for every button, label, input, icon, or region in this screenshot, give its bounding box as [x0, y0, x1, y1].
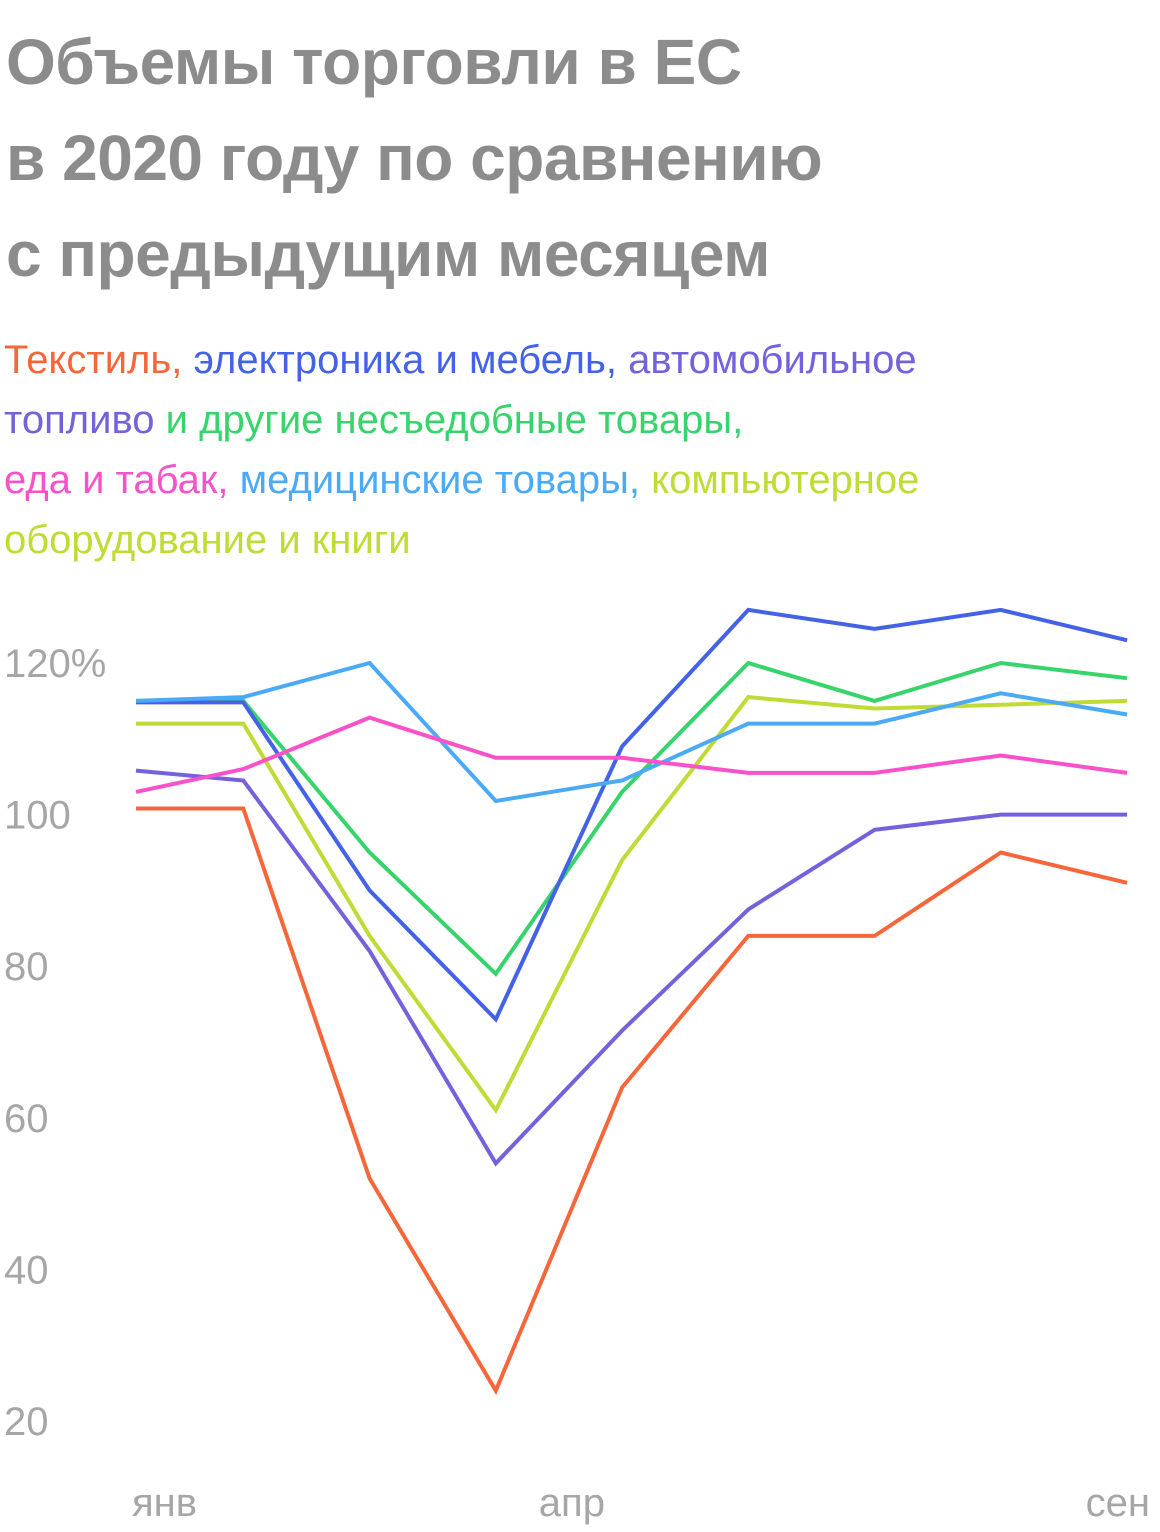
legend-item-automotive-fuel-part2: топливо	[4, 398, 155, 442]
series-line-1	[135, 768, 1128, 1167]
legend-separator: ,	[605, 338, 629, 382]
legend-separator: ,	[217, 458, 240, 502]
legend-item-electronics-furniture: электроника и мебель	[193, 338, 606, 382]
chart-title: Объемы торговли в ЕС в 2020 году по срав…	[6, 14, 823, 302]
legend-item-computer-books-part1: компьютерное	[651, 458, 920, 502]
legend-item-medical-goods: медицинские товары	[239, 458, 629, 502]
chart-legend: Текстиль, электроника и мебель, автомоби…	[4, 330, 1154, 570]
series-line-0	[136, 806, 1128, 1396]
legend-item-automotive-fuel-part1: автомобильное	[628, 338, 917, 382]
y-tick-label: 120%	[4, 642, 106, 686]
title-line-3: с предыдущим месяцем	[6, 218, 770, 290]
y-tick-label: 80	[4, 945, 49, 989]
title-line-2: в 2020 году по сравнению	[6, 122, 823, 194]
x-tick-label: сен	[1086, 1481, 1150, 1525]
legend-item-other-non-food: и другие несъедобные товары	[165, 398, 733, 442]
x-tick-label: янв	[132, 1481, 197, 1525]
y-tick-label: 40	[4, 1248, 49, 1292]
y-tick-label: 100	[4, 794, 71, 838]
x-tick-label: апр	[539, 1481, 605, 1525]
legend-separator: ,	[732, 398, 744, 442]
legend-separator: ,	[171, 338, 194, 382]
y-axis: 120% 100 80 60 40 20	[4, 642, 106, 1444]
series-lines	[135, 607, 1128, 1396]
legend-item-food-tobacco: еда и табак	[4, 458, 218, 502]
title-line-1: Объемы торговли в ЕС	[6, 26, 742, 98]
series-line-5	[135, 660, 1128, 804]
series-line-2	[136, 695, 1128, 1115]
series-line-4	[136, 607, 1128, 1023]
x-axis: янв апр сен	[132, 1481, 1150, 1525]
y-tick-label: 60	[4, 1097, 49, 1141]
legend-separator: ,	[628, 458, 652, 502]
legend-item-computer-books-part2: оборудование и книги	[4, 518, 411, 562]
legend-item-textile: Текстиль	[4, 338, 172, 382]
y-tick-label: 20	[4, 1400, 49, 1444]
series-line-6	[135, 715, 1128, 794]
